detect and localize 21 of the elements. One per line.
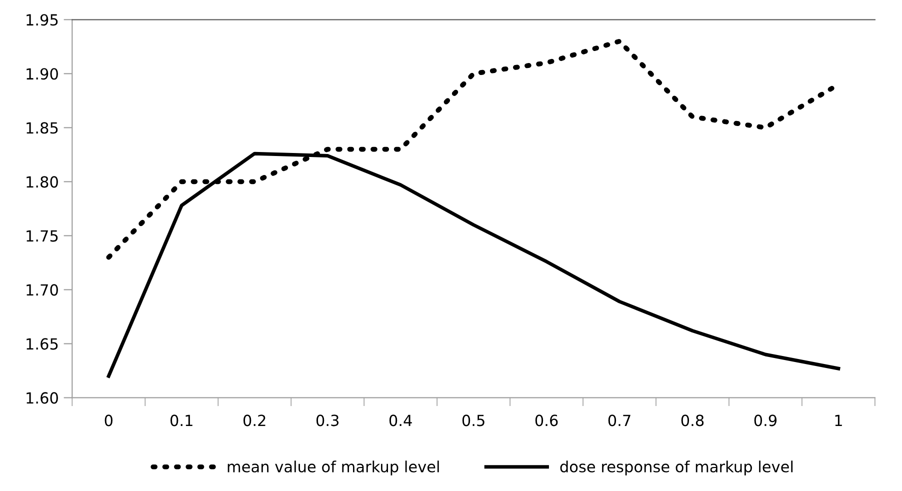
y-tick-label: 1.80 (26, 176, 58, 188)
x-tick-label: 0.7 (608, 414, 630, 426)
x-tick-label: 0.5 (462, 414, 484, 426)
y-tick-label: 1.70 (26, 284, 58, 296)
y-tick-label: 1.60 (26, 392, 58, 404)
x-tick-label: 0.2 (243, 414, 266, 426)
y-tick-label: 1.75 (26, 230, 58, 242)
legend-label: mean value of markup level (228, 460, 439, 476)
x-tick-label: 0.9 (754, 414, 777, 426)
y-tick-label: 1.65 (26, 338, 58, 350)
x-tick-label: 0.4 (389, 414, 412, 426)
x-tick-label: 0.6 (535, 414, 558, 426)
y-tick-label: 1.90 (26, 68, 58, 80)
y-tick-label: 1.85 (26, 122, 58, 134)
legend-label: dose response of markup level (560, 460, 793, 476)
x-tick-label: 0.8 (681, 414, 704, 426)
x-tick-label: 0.3 (316, 414, 339, 426)
x-tick-label: 0 (104, 414, 112, 426)
x-tick-label: 1 (835, 414, 842, 426)
y-tick-label: 1.95 (26, 14, 58, 26)
x-tick-label: 0.1 (170, 414, 192, 426)
